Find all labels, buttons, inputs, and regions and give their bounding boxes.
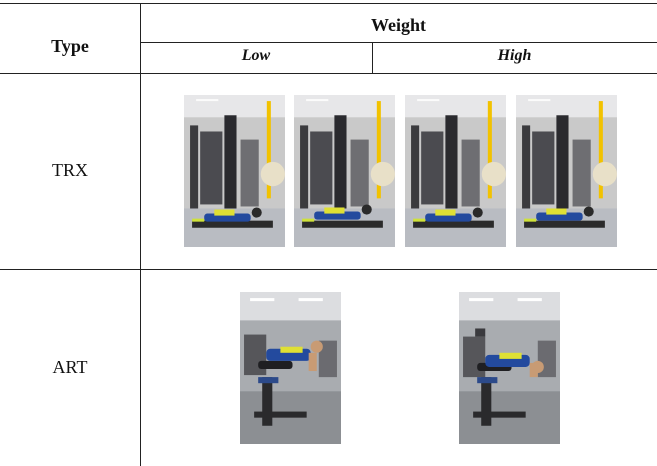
row-label-art: ART bbox=[52, 357, 88, 377]
table-top-border bbox=[0, 3, 657, 4]
high-weight-header: High bbox=[497, 47, 532, 64]
low-weight-header: Low bbox=[241, 47, 271, 64]
trx-photo-1 bbox=[184, 95, 285, 247]
art-photo-low bbox=[240, 292, 341, 444]
weight-column-header: Weight bbox=[370, 15, 426, 35]
art-photo-high bbox=[459, 292, 560, 444]
row-label-trx: TRX bbox=[52, 160, 88, 180]
trx-photo-2 bbox=[294, 95, 395, 247]
row-divider bbox=[0, 269, 657, 270]
type-column-divider bbox=[140, 3, 141, 466]
header-bottom-border bbox=[0, 73, 657, 74]
type-column-header: Type bbox=[51, 36, 89, 56]
weight-subheader-divider bbox=[140, 42, 657, 43]
trx-photo-4 bbox=[516, 95, 617, 247]
trx-photo-3 bbox=[405, 95, 506, 247]
low-high-divider bbox=[372, 42, 373, 73]
